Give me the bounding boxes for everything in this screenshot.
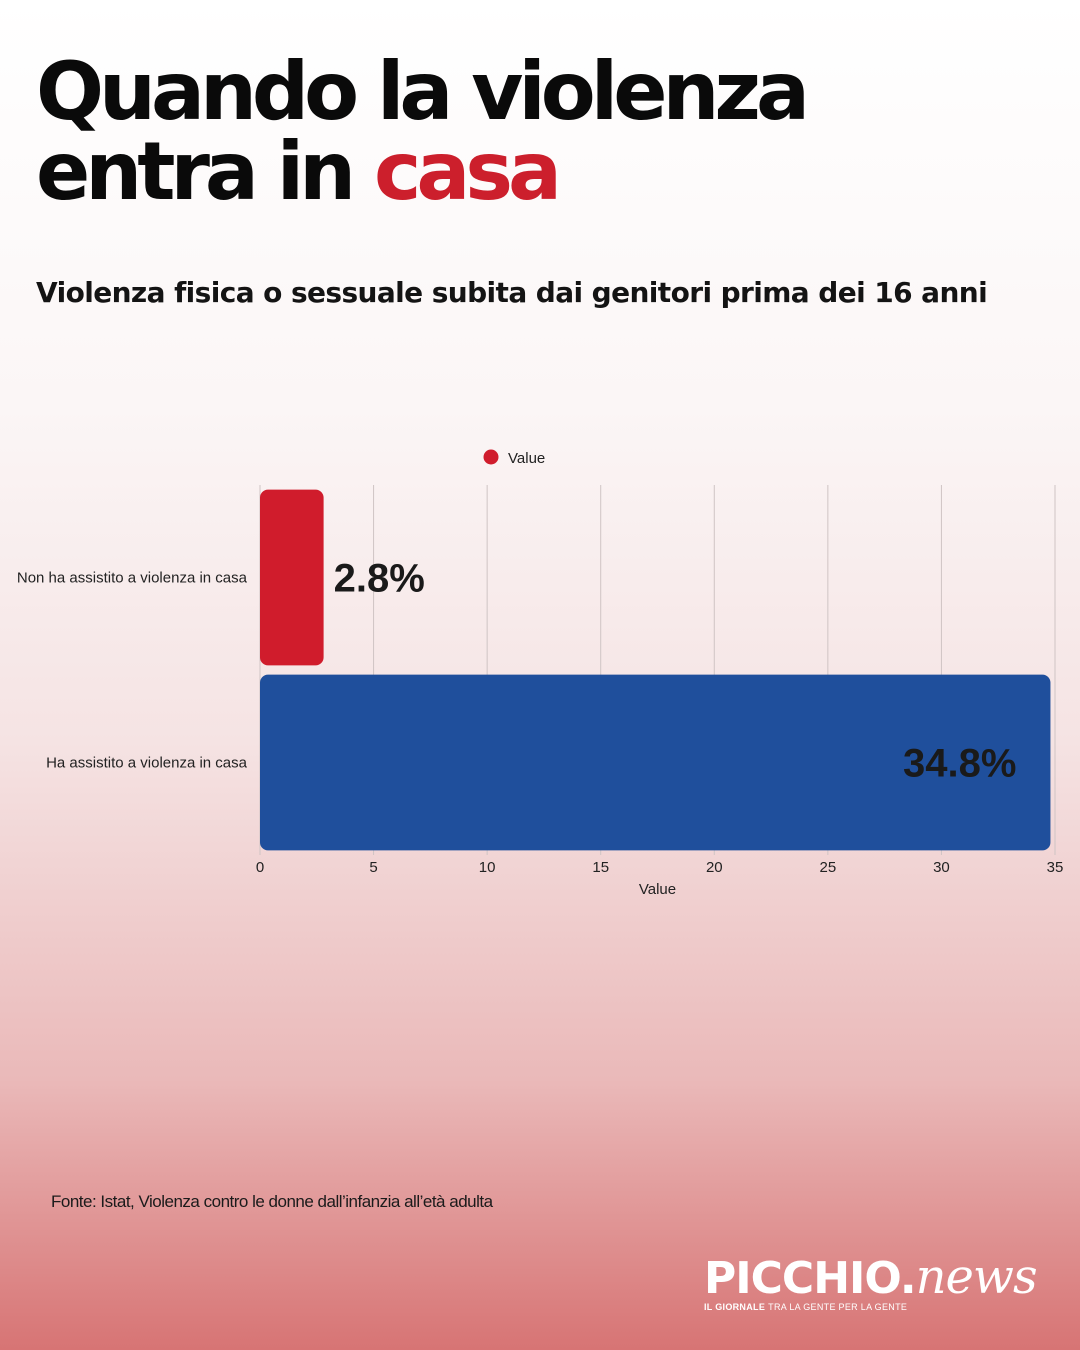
x-tick-label: 20 <box>706 859 723 876</box>
legend-label: Value <box>508 450 545 467</box>
logo-wordmark: PICCHIO. news <box>704 1249 1038 1305</box>
x-axis-title: Value <box>639 881 676 898</box>
chart-subtitle: Violenza fisica o sessuale subita dai ge… <box>36 276 988 309</box>
logo-tag-rest: TRA LA GENTE PER LA GENTE <box>768 1302 908 1312</box>
data-label: 2.8% <box>334 557 425 601</box>
x-tick-label: 25 <box>820 859 837 876</box>
x-tick-label: 15 <box>592 859 609 876</box>
category-label: Non ha assistito a violenza in casa <box>17 570 248 587</box>
bar <box>260 674 1051 851</box>
title-line-1: Quando la violenza <box>36 45 810 138</box>
data-label: 34.8% <box>903 742 1016 786</box>
x-tick-label: 35 <box>1047 859 1064 876</box>
logo-tag-bold: IL GIORNALE <box>704 1302 766 1312</box>
logo-tagline: IL GIORNALE TRA LA GENTE PER LA GENTE <box>704 1302 1037 1312</box>
title-line-2-prefix: entra in <box>36 125 356 218</box>
x-tick-label: 30 <box>933 859 950 876</box>
page-title: Quando la violenza entra in casa <box>36 52 810 212</box>
bar-chart: Non ha assistito a violenza in casa 2.8% H… <box>17 449 1064 898</box>
x-tick-label: 10 <box>479 859 496 876</box>
x-tick-label: 0 <box>256 859 264 876</box>
bar <box>260 489 324 666</box>
logo-news: news <box>915 1249 1038 1305</box>
title-line-2-accent: casa <box>373 125 562 218</box>
logo-word: PICCHIO. <box>704 1253 917 1304</box>
brand-logo: PICCHIO. news IL GIORNALE TRA LA GENTE PE… <box>704 1249 1038 1312</box>
category-label: Ha assistito a violenza in casa <box>46 755 248 772</box>
source-note: Fonte: Istat, Violenza contro le donne d… <box>51 1192 493 1211</box>
x-tick-label: 5 <box>369 859 377 876</box>
legend-marker <box>483 449 499 465</box>
